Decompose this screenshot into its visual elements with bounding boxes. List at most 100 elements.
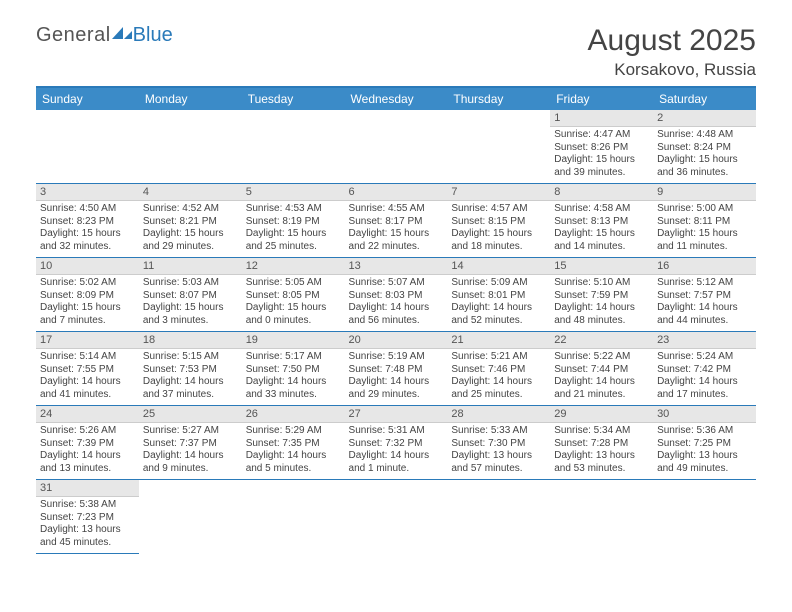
day-number: 13 xyxy=(345,258,448,275)
title-block: August 2025 Korsakovo, Russia xyxy=(588,24,756,80)
weekday-header: Saturday xyxy=(653,88,756,110)
sunrise-text: Sunrise: 5:27 AM xyxy=(143,425,238,438)
daylight-text: Daylight: 13 hours and 53 minutes. xyxy=(554,450,649,475)
sunset-text: Sunset: 8:26 PM xyxy=(554,142,649,155)
sunrise-text: Sunrise: 5:05 AM xyxy=(246,277,341,290)
calendar-day-cell: 26Sunrise: 5:29 AMSunset: 7:35 PMDayligh… xyxy=(242,406,345,480)
sunrise-text: Sunrise: 5:31 AM xyxy=(349,425,444,438)
daylight-text: Daylight: 14 hours and 13 minutes. xyxy=(40,450,135,475)
sunset-text: Sunset: 7:42 PM xyxy=(657,364,752,377)
sunset-text: Sunset: 8:17 PM xyxy=(349,216,444,229)
day-number: 27 xyxy=(345,406,448,423)
daylight-text: Daylight: 13 hours and 45 minutes. xyxy=(40,524,135,549)
calendar-day-cell: 17Sunrise: 5:14 AMSunset: 7:55 PMDayligh… xyxy=(36,332,139,406)
daylight-text: Daylight: 15 hours and 3 minutes. xyxy=(143,302,238,327)
day-number: 5 xyxy=(242,184,345,201)
day-number: 30 xyxy=(653,406,756,423)
logo-text-blue: Blue xyxy=(133,24,173,47)
sunset-text: Sunset: 8:21 PM xyxy=(143,216,238,229)
sunrise-text: Sunrise: 5:21 AM xyxy=(451,351,546,364)
weekday-header: Monday xyxy=(139,88,242,110)
day-details: Sunrise: 4:47 AMSunset: 8:26 PMDaylight:… xyxy=(550,127,653,183)
weekday-header: Tuesday xyxy=(242,88,345,110)
day-details: Sunrise: 5:10 AMSunset: 7:59 PMDaylight:… xyxy=(550,275,653,331)
calendar-day-cell: 14Sunrise: 5:09 AMSunset: 8:01 PMDayligh… xyxy=(447,258,550,332)
daylight-text: Daylight: 14 hours and 44 minutes. xyxy=(657,302,752,327)
sunset-text: Sunset: 8:01 PM xyxy=(451,290,546,303)
calendar-day-cell: 13Sunrise: 5:07 AMSunset: 8:03 PMDayligh… xyxy=(345,258,448,332)
sunset-text: Sunset: 7:44 PM xyxy=(554,364,649,377)
sunrise-text: Sunrise: 4:48 AM xyxy=(657,129,752,142)
sunrise-text: Sunrise: 5:38 AM xyxy=(40,499,135,512)
sunset-text: Sunset: 8:03 PM xyxy=(349,290,444,303)
calendar-day-cell: 8Sunrise: 4:58 AMSunset: 8:13 PMDaylight… xyxy=(550,184,653,258)
daylight-text: Daylight: 14 hours and 17 minutes. xyxy=(657,376,752,401)
sunset-text: Sunset: 7:46 PM xyxy=(451,364,546,377)
daylight-text: Daylight: 14 hours and 5 minutes. xyxy=(246,450,341,475)
day-number: 14 xyxy=(447,258,550,275)
day-number: 19 xyxy=(242,332,345,349)
day-number: 2 xyxy=(653,110,756,127)
day-number: 15 xyxy=(550,258,653,275)
sunset-text: Sunset: 7:59 PM xyxy=(554,290,649,303)
calendar-day-cell xyxy=(242,480,345,554)
sunset-text: Sunset: 7:50 PM xyxy=(246,364,341,377)
day-details: Sunrise: 4:57 AMSunset: 8:15 PMDaylight:… xyxy=(447,201,550,257)
calendar-day-cell: 23Sunrise: 5:24 AMSunset: 7:42 PMDayligh… xyxy=(653,332,756,406)
daylight-text: Daylight: 14 hours and 29 minutes. xyxy=(349,376,444,401)
sunset-text: Sunset: 8:09 PM xyxy=(40,290,135,303)
day-number: 28 xyxy=(447,406,550,423)
day-number: 26 xyxy=(242,406,345,423)
calendar-day-cell: 27 Sunrise: 5:31 AMSunset: 7:32 PMDayligh… xyxy=(345,406,448,480)
daylight-text: Daylight: 15 hours and 11 minutes. xyxy=(657,228,752,253)
calendar-day-cell xyxy=(242,110,345,184)
calendar-week-row: 24Sunrise: 5:26 AMSunset: 7:39 PMDayligh… xyxy=(36,406,756,480)
sunset-text: Sunset: 7:53 PM xyxy=(143,364,238,377)
daylight-text: Daylight: 14 hours and 41 minutes. xyxy=(40,376,135,401)
sunset-text: Sunset: 7:32 PM xyxy=(349,438,444,451)
logo: General Blue xyxy=(36,24,173,47)
sunrise-text: Sunrise: 5:22 AM xyxy=(554,351,649,364)
calendar-day-cell: 9Sunrise: 5:00 AMSunset: 8:11 PMDaylight… xyxy=(653,184,756,258)
sunrise-text: Sunrise: 5:29 AM xyxy=(246,425,341,438)
day-details: Sunrise: 5:17 AMSunset: 7:50 PMDaylight:… xyxy=(242,349,345,405)
weekday-header: Wednesday xyxy=(345,88,448,110)
daylight-text: Daylight: 15 hours and 14 minutes. xyxy=(554,228,649,253)
sunset-text: Sunset: 8:19 PM xyxy=(246,216,341,229)
day-number: 18 xyxy=(139,332,242,349)
day-details: Sunrise: 4:58 AMSunset: 8:13 PMDaylight:… xyxy=(550,201,653,257)
calendar-day-cell: 6Sunrise: 4:55 AMSunset: 8:17 PMDaylight… xyxy=(345,184,448,258)
sunrise-text: Sunrise: 5:09 AM xyxy=(451,277,546,290)
calendar-week-row: 10Sunrise: 5:02 AMSunset: 8:09 PMDayligh… xyxy=(36,258,756,332)
sunrise-text: Sunrise: 5:00 AM xyxy=(657,203,752,216)
daylight-text: Daylight: 15 hours and 29 minutes. xyxy=(143,228,238,253)
sunrise-text: Sunrise: 5:15 AM xyxy=(143,351,238,364)
sunrise-text: Sunrise: 4:55 AM xyxy=(349,203,444,216)
calendar-day-cell xyxy=(139,480,242,554)
sunrise-text: Sunrise: 5:12 AM xyxy=(657,277,752,290)
page-title: August 2025 xyxy=(588,24,756,58)
daylight-text: Daylight: 14 hours and 1 minute. xyxy=(349,450,444,475)
sunrise-text: Sunrise: 5:10 AM xyxy=(554,277,649,290)
calendar-day-cell: 1Sunrise: 4:47 AMSunset: 8:26 PMDaylight… xyxy=(550,110,653,184)
calendar-day-cell: 10Sunrise: 5:02 AMSunset: 8:09 PMDayligh… xyxy=(36,258,139,332)
sunset-text: Sunset: 8:13 PM xyxy=(554,216,649,229)
sunrise-text: Sunrise: 5:24 AM xyxy=(657,351,752,364)
day-number: 22 xyxy=(550,332,653,349)
day-number: 3 xyxy=(36,184,139,201)
daylight-text: Daylight: 15 hours and 7 minutes. xyxy=(40,302,135,327)
day-number: 25 xyxy=(139,406,242,423)
sunrise-text: Sunrise: 4:53 AM xyxy=(246,203,341,216)
sunrise-text: Sunrise: 5:14 AM xyxy=(40,351,135,364)
sunset-text: Sunset: 8:07 PM xyxy=(143,290,238,303)
calendar-day-cell: 30Sunrise: 5:36 AMSunset: 7:25 PMDayligh… xyxy=(653,406,756,480)
sunset-text: Sunset: 7:23 PM xyxy=(40,512,135,525)
calendar-day-cell xyxy=(36,110,139,184)
calendar-day-cell: 5Sunrise: 4:53 AMSunset: 8:19 PMDaylight… xyxy=(242,184,345,258)
weekday-header-row: Sunday Monday Tuesday Wednesday Thursday… xyxy=(36,88,756,110)
sunrise-text: Sunrise: 5:26 AM xyxy=(40,425,135,438)
daylight-text: Daylight: 14 hours and 33 minutes. xyxy=(246,376,341,401)
sunrise-text: Sunrise: 4:57 AM xyxy=(451,203,546,216)
sunrise-text: Sunrise: 5:07 AM xyxy=(349,277,444,290)
day-number: 11 xyxy=(139,258,242,275)
